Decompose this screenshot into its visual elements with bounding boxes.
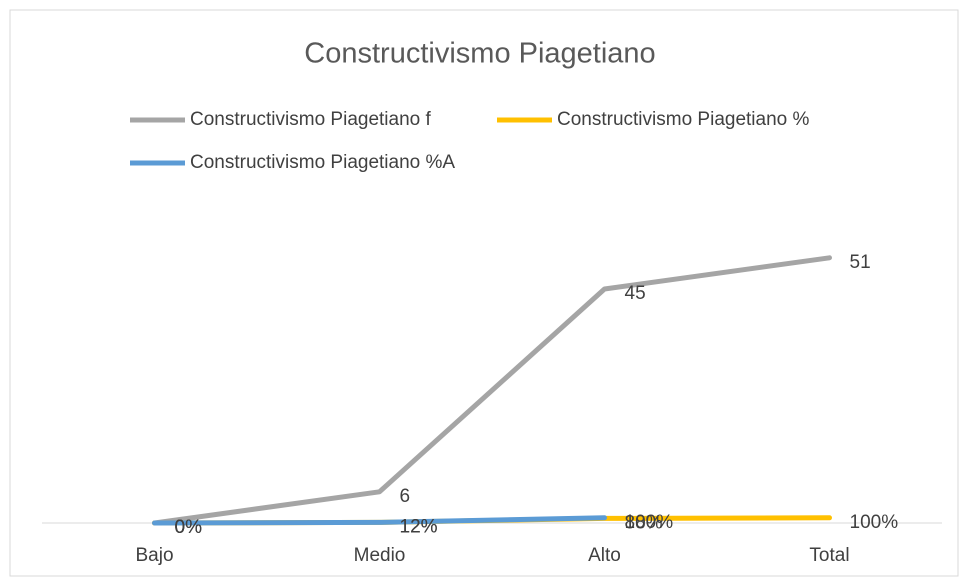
x-tick-label: Alto	[588, 545, 621, 566]
data-label: 0%	[175, 517, 203, 538]
x-tick-label: Total	[809, 545, 849, 566]
series-line	[152, 255, 832, 526]
legend-label: Constructivismo Piagetiano %	[557, 109, 809, 130]
x-tick-label: Medio	[354, 545, 406, 566]
legend-label: Constructivismo Piagetiano %A	[190, 152, 455, 173]
data-label: 51	[850, 252, 871, 273]
data-label: 100%	[850, 512, 899, 533]
chart-title: Constructivismo Piagetiano	[304, 38, 655, 70]
data-label: 12%	[400, 516, 438, 537]
data-label: 0%	[175, 517, 203, 538]
data-label: 100%	[625, 512, 674, 533]
data-label: 45	[625, 283, 646, 304]
series-line	[152, 515, 607, 526]
legend-label: Constructivismo Piagetiano f	[190, 109, 431, 130]
data-label: 12%	[400, 516, 438, 537]
chart-area	[9, 9, 959, 577]
x-tick-label: Bajo	[135, 545, 173, 566]
data-label: 0	[175, 517, 186, 538]
data-label: 6	[400, 486, 411, 507]
data-label: 88%	[625, 512, 663, 533]
